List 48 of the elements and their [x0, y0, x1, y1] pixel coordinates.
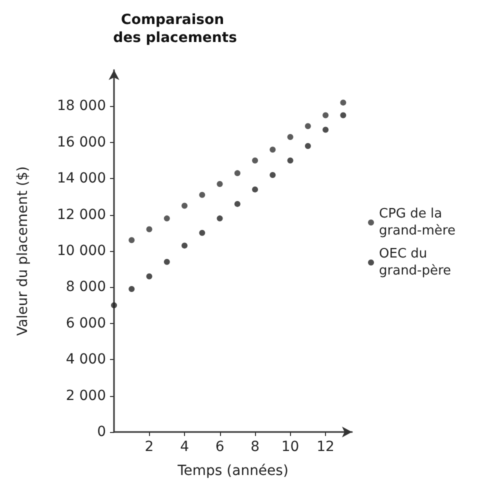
y-axis-title: Valeur du placement ($) [15, 166, 31, 336]
point [128, 286, 135, 292]
y-tick-label: 0 [97, 424, 106, 440]
x-tick-label: 10 [281, 439, 300, 455]
y-tick-label: 18 000 [57, 98, 106, 114]
y-tick-label: 2 000 [66, 388, 106, 404]
point [304, 123, 311, 130]
legend-label: CPG de la grand-mère [379, 206, 456, 238]
x-tick-label: 8 [250, 439, 260, 455]
point [340, 112, 346, 118]
point [234, 170, 240, 176]
point [216, 181, 223, 188]
point [164, 215, 170, 222]
point [287, 134, 294, 140]
y-tick-label: 14 000 [57, 170, 106, 187]
y-tick-label: 8 000 [66, 279, 106, 296]
point [270, 146, 276, 153]
y-tick-label: 10 000 [57, 243, 106, 259]
y-tick-label: 6 000 [66, 315, 106, 332]
point [322, 126, 329, 133]
legend-label: OEC du grand-père [379, 246, 452, 278]
y-tick-label: 12 000 [57, 206, 106, 223]
point [234, 200, 240, 207]
point [146, 226, 152, 232]
point [252, 158, 258, 164]
x-axis-title: Temps (années) [176, 463, 288, 479]
point [270, 172, 276, 178]
point [182, 202, 188, 209]
x-tick-label: 6 [215, 439, 224, 455]
point [322, 112, 329, 118]
point [111, 302, 117, 308]
point [164, 258, 170, 265]
point [340, 100, 346, 106]
y-tick-label: 4 000 [66, 352, 106, 368]
x-tick-label: 4 [180, 439, 190, 455]
point [199, 192, 206, 198]
point [287, 158, 294, 164]
chart-title: Comparaison des placements [113, 12, 237, 46]
x-tick-label: 2 [144, 439, 154, 455]
x-tick-label: 12 [316, 439, 334, 455]
point [216, 215, 223, 222]
y-tick-label: 16 000 [57, 134, 106, 150]
point [199, 230, 206, 236]
point [128, 237, 135, 244]
point [182, 242, 188, 249]
point [252, 186, 258, 192]
point [146, 273, 152, 280]
point [304, 143, 311, 150]
